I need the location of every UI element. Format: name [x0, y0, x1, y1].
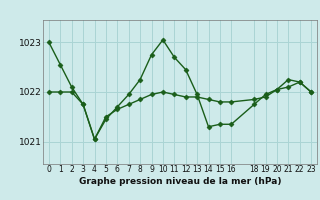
X-axis label: Graphe pression niveau de la mer (hPa): Graphe pression niveau de la mer (hPa) [79, 177, 281, 186]
